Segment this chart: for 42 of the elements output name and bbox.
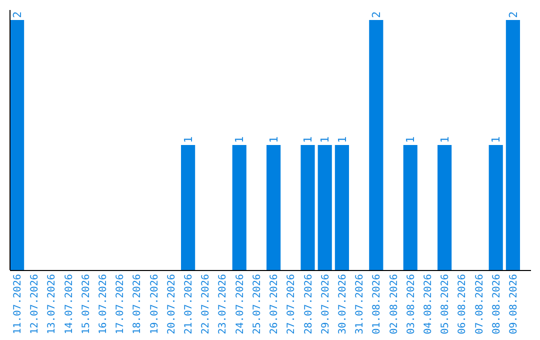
x-tick-label: 25.07.2026 — [252, 274, 263, 334]
x-tick-label: 13.07.2026 — [46, 274, 58, 334]
x-tick-label: 23.07.2026 — [218, 274, 229, 334]
data-label: 1 — [336, 136, 349, 143]
x-tick-label: 24.07.2026 — [234, 274, 246, 334]
x-tick-label: 20.07.2026 — [166, 274, 178, 334]
x-tick-label: 31.07.2026 — [354, 274, 366, 334]
x-tick-label: 15.07.2026 — [80, 274, 92, 334]
x-tick-label: 06.08.2026 — [457, 274, 468, 334]
x-tick-label: 22.07.2026 — [200, 274, 212, 334]
x-tick-label: 29.07.2026 — [320, 274, 332, 334]
x-tick-label: 03.08.2026 — [406, 274, 417, 334]
x-tick-label: 19.07.2026 — [149, 274, 160, 334]
x-tick-label: 14.07.2026 — [64, 274, 75, 334]
x-tick-label: 30.07.2026 — [337, 274, 348, 334]
data-label: 1 — [404, 136, 418, 143]
data-label: 2 — [370, 11, 384, 18]
x-tick-label: 21.07.2026 — [184, 274, 195, 334]
x-tick-label: 04.08.2026 — [422, 274, 434, 334]
data-label: 1 — [182, 136, 195, 143]
x-tick-label: 26.07.2026 — [269, 274, 280, 334]
data-label: 1 — [318, 136, 332, 143]
x-tick-label: 05.08.2026 — [440, 274, 452, 334]
x-tick-label: 07.08.2026 — [474, 274, 486, 334]
data-label: 1 — [233, 136, 246, 143]
x-tick-label: 08.08.2026 — [491, 274, 502, 334]
x-tick-label: 11.07.2026 — [12, 274, 24, 334]
x-tick-label: 01.08.2026 — [372, 274, 383, 334]
x-tick-label: 12.07.2026 — [30, 274, 41, 334]
data-label: 1 — [302, 136, 315, 143]
data-label: 1 — [490, 136, 503, 143]
x-tick-label: 28.07.2026 — [303, 274, 314, 334]
data-label: 2 — [10, 11, 24, 18]
x-tick-label: 27.07.2026 — [286, 274, 298, 334]
x-tick-label: 16.07.2026 — [98, 274, 110, 334]
data-label: 1 — [267, 136, 280, 143]
x-tick-label: 18.07.2026 — [132, 274, 144, 334]
x-tick-label: 17.07.2026 — [115, 274, 126, 334]
x-tick-label: 09.08.2026 — [508, 274, 520, 334]
data-label: 2 — [506, 11, 520, 18]
data-label: 1 — [438, 136, 452, 143]
x-tick-label: 02.08.2026 — [388, 274, 400, 334]
